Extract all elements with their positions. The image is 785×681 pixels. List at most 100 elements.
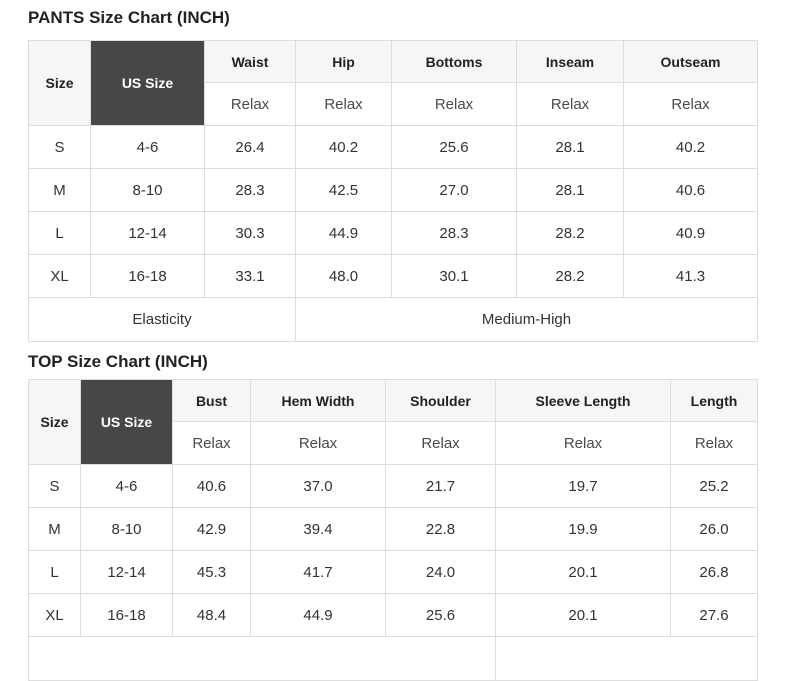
fit-label-cell: Relax [670, 421, 758, 465]
size-chart-table: Size US Size Waist Hip Bottoms Inseam Outseam R… [28, 40, 758, 342]
size-row-S: S 4-6 40.6 37.0 21.7 19.7 25.2 [28, 464, 758, 508]
fit-label-cell: Relax [516, 82, 624, 126]
value-cell: 28.3 [391, 211, 517, 255]
size-row-M: M 8-10 28.3 42.5 27.0 28.1 40.6 [28, 168, 758, 212]
us-size-cell: 8-10 [80, 507, 173, 551]
col-header-measure: Waist [204, 40, 296, 83]
value-cell: 28.1 [516, 168, 624, 212]
table-body: S 4-6 40.6 37.0 21.7 19.7 25.2 M 8-10 42.9 39.4 22.… [28, 464, 758, 637]
fit-label-cell: Relax [495, 421, 671, 465]
size-cell: S [28, 125, 91, 169]
size-row-XL: XL 16-18 33.1 48.0 30.1 28.2 41.3 [28, 254, 758, 298]
col-header-measure: Sleeve Length [495, 379, 671, 422]
col-header-size: Size [28, 379, 81, 465]
value-cell: 41.7 [250, 550, 386, 594]
value-cell: 26.0 [670, 507, 758, 551]
col-header-us-size: US Size [90, 40, 205, 126]
header-row-measures: Size US Size Waist Hip Bottoms Inseam Outseam [28, 40, 758, 126]
value-cell: 24.0 [385, 550, 496, 594]
value-cell: 40.6 [172, 464, 251, 508]
us-size-cell: 12-14 [90, 211, 205, 255]
size-cell: L [28, 211, 91, 255]
header-row-measures: Size US Size Bust Hem Width Shoulder Sleeve L… [28, 379, 758, 465]
value-cell: 30.3 [204, 211, 296, 255]
value-cell: 44.9 [250, 593, 386, 637]
value-cell: 27.6 [670, 593, 758, 637]
size-row-L: L 12-14 30.3 44.9 28.3 28.2 40.9 [28, 211, 758, 255]
fit-label-cell: Relax [391, 82, 517, 126]
size-row-M: M 8-10 42.9 39.4 22.8 19.9 26.0 [28, 507, 758, 551]
value-cell: 25.2 [670, 464, 758, 508]
value-cell: 48.4 [172, 593, 251, 637]
table-header: Size US Size Waist Hip Bottoms Inseam Outseam R… [28, 40, 758, 126]
value-cell: 45.3 [172, 550, 251, 594]
table-body: S 4-6 26.4 40.2 25.6 28.1 40.2 M 8-10 28.3 42.5 27.… [28, 125, 758, 298]
value-cell: 25.6 [391, 125, 517, 169]
fit-label-cell: Relax [204, 82, 296, 126]
col-header-measure: Bottoms [391, 40, 517, 83]
value-cell: 44.9 [295, 211, 392, 255]
us-size-cell: 4-6 [80, 464, 173, 508]
col-header-measure: Shoulder [385, 379, 496, 422]
value-cell: 28.1 [516, 125, 624, 169]
us-size-cell: 8-10 [90, 168, 205, 212]
value-cell: 48.0 [295, 254, 392, 298]
chart-title: PANTS Size Chart (INCH) [28, 8, 230, 27]
table-footer: Elasticity Medium-High [28, 297, 758, 342]
us-size-cell: 16-18 [90, 254, 205, 298]
pants-size-chart-section: PANTS Size Chart (INCH) Size US Size Waist H… [28, 8, 785, 342]
us-size-cell: 4-6 [90, 125, 205, 169]
size-row-XL: XL 16-18 48.4 44.9 25.6 20.1 27.6 [28, 593, 758, 637]
value-cell: 20.1 [495, 550, 671, 594]
value-cell: 28.2 [516, 211, 624, 255]
size-cell: M [28, 507, 81, 551]
col-header-measure: Hem Width [250, 379, 386, 422]
value-cell: 27.0 [391, 168, 517, 212]
size-cell: S [28, 464, 81, 508]
size-cell: XL [28, 254, 91, 298]
us-size-cell: 16-18 [80, 593, 173, 637]
value-cell: 40.2 [623, 125, 758, 169]
value-cell: 30.1 [391, 254, 517, 298]
value-cell: 19.9 [495, 507, 671, 551]
col-header-measure: Inseam [516, 40, 624, 83]
col-header-measure: Outseam [623, 40, 758, 83]
size-cell: M [28, 168, 91, 212]
header-row-fit: Relax Relax Relax Relax Relax [29, 82, 758, 126]
fit-label-cell: Relax [623, 82, 758, 126]
size-row-L: L 12-14 45.3 41.7 24.0 20.1 26.8 [28, 550, 758, 594]
size-row-S: S 4-6 26.4 40.2 25.6 28.1 40.2 [28, 125, 758, 169]
value-cell: 42.5 [295, 168, 392, 212]
truncated-footer-cell [495, 636, 758, 681]
col-header-measure: Bust [172, 379, 251, 422]
value-cell: 19.7 [495, 464, 671, 508]
value-cell: 21.7 [385, 464, 496, 508]
value-cell: 37.0 [250, 464, 386, 508]
value-cell: 40.6 [623, 168, 758, 212]
top-size-chart-section: TOP Size Chart (INCH) Size US Size Bust Hem … [28, 352, 785, 681]
value-cell: 42.9 [172, 507, 251, 551]
value-cell: 26.4 [204, 125, 296, 169]
value-cell: 26.8 [670, 550, 758, 594]
us-size-cell: 12-14 [80, 550, 173, 594]
fit-label-cell: Relax [295, 82, 392, 126]
size-chart-table: Size US Size Bust Hem Width Shoulder Sleeve L… [28, 379, 758, 681]
size-cell: XL [28, 593, 81, 637]
fit-label-cell: Relax [250, 421, 386, 465]
value-cell: 41.3 [623, 254, 758, 298]
value-cell: 33.1 [204, 254, 296, 298]
value-cell: 40.2 [295, 125, 392, 169]
col-header-measure: Length [670, 379, 758, 422]
value-cell: 20.1 [495, 593, 671, 637]
col-header-measure: Hip [295, 40, 392, 83]
size-charts-page: PANTS Size Chart (INCH) Size US Size Waist H… [0, 8, 785, 681]
fit-label-cell: Relax [385, 421, 496, 465]
truncated-footer-cell [28, 636, 496, 681]
value-cell: 28.2 [516, 254, 624, 298]
value-cell: 39.4 [250, 507, 386, 551]
col-header-size: Size [28, 40, 91, 126]
chart-title: TOP Size Chart (INCH) [28, 352, 208, 371]
elasticity-row: Elasticity Medium-High [28, 297, 758, 342]
value-cell: 25.6 [385, 593, 496, 637]
footer-label-cell: Elasticity [28, 297, 296, 342]
